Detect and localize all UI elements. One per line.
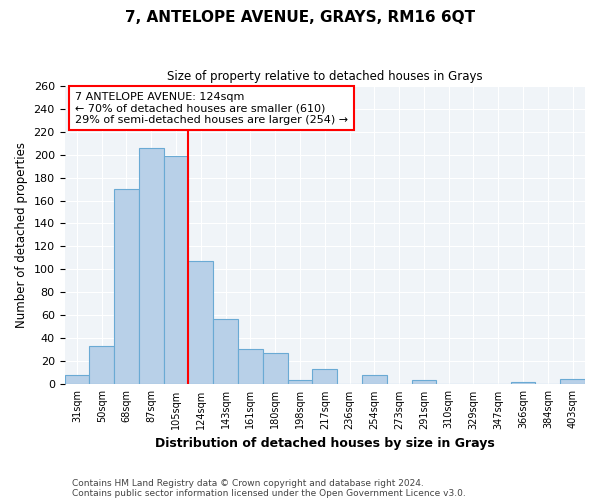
Bar xyxy=(287,380,313,384)
Bar xyxy=(139,148,164,384)
Y-axis label: Number of detached properties: Number of detached properties xyxy=(15,142,28,328)
Bar xyxy=(188,262,213,384)
Bar xyxy=(65,375,89,384)
Bar xyxy=(560,378,585,384)
Text: Contains HM Land Registry data © Crown copyright and database right 2024.: Contains HM Land Registry data © Crown c… xyxy=(72,478,424,488)
Text: Contains public sector information licensed under the Open Government Licence v3: Contains public sector information licen… xyxy=(72,488,466,498)
Bar xyxy=(213,319,238,384)
Bar xyxy=(89,346,114,385)
Bar xyxy=(412,380,436,384)
Text: 7, ANTELOPE AVENUE, GRAYS, RM16 6QT: 7, ANTELOPE AVENUE, GRAYS, RM16 6QT xyxy=(125,10,475,25)
Title: Size of property relative to detached houses in Grays: Size of property relative to detached ho… xyxy=(167,70,482,83)
Bar xyxy=(114,189,139,384)
Bar xyxy=(362,375,387,384)
Bar xyxy=(313,370,337,384)
Bar xyxy=(263,354,287,384)
Bar xyxy=(164,156,188,384)
Bar xyxy=(238,349,263,384)
X-axis label: Distribution of detached houses by size in Grays: Distribution of detached houses by size … xyxy=(155,437,494,450)
Bar xyxy=(511,382,535,384)
Text: 7 ANTELOPE AVENUE: 124sqm
← 70% of detached houses are smaller (610)
29% of semi: 7 ANTELOPE AVENUE: 124sqm ← 70% of detac… xyxy=(75,92,348,124)
